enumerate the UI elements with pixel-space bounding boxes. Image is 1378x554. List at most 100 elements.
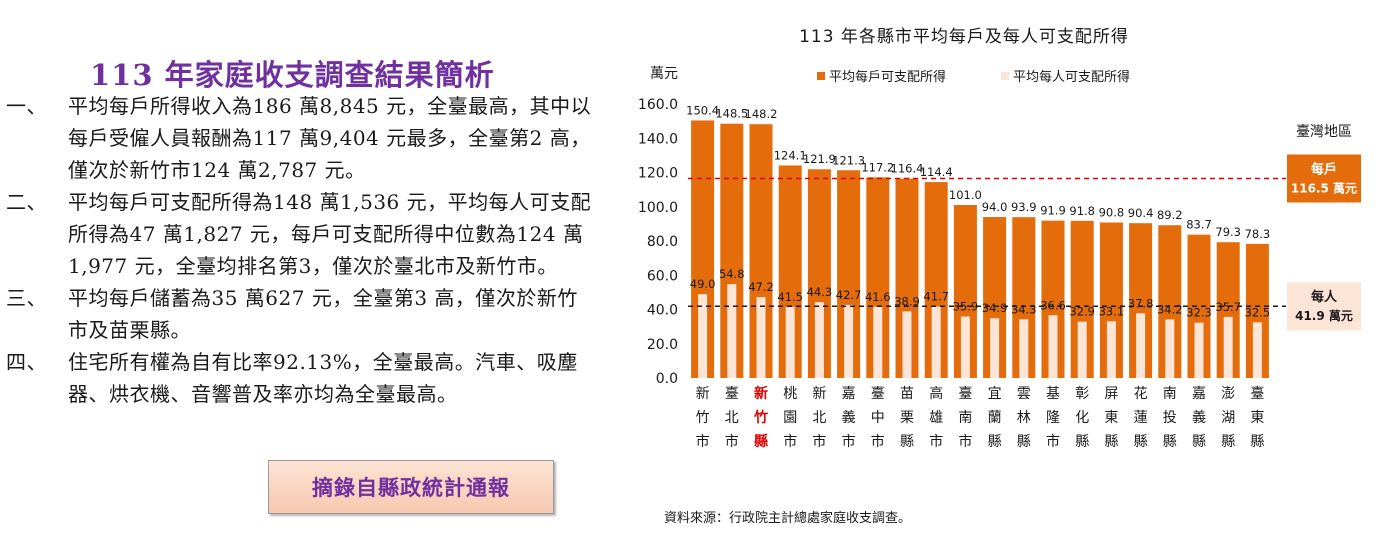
data-label-person: 34.3 (1011, 302, 1037, 316)
reference-label-box (1287, 154, 1361, 203)
x-tick-label: 屏東縣 (1104, 386, 1118, 450)
bar-person (756, 297, 766, 378)
summary-points: 一、 平均每戶所得收入為186 萬8,845 元，全臺最高，其中以每戶受僱人員報酬… (6, 90, 596, 410)
data-label-household: 91.8 (1069, 204, 1095, 218)
point-text: 平均每戶所得收入為186 萬8,845 元，全臺最高，其中以每戶受僱人員報酬為1… (68, 94, 592, 182)
bar-household (807, 169, 831, 378)
bar-household (1070, 220, 1094, 378)
data-label-household: 121.3 (832, 153, 865, 167)
source-note: 資料來源：行政院主計總處家庭收支調查。 (664, 510, 911, 526)
bar-household (837, 170, 861, 378)
bar-household (1129, 223, 1153, 378)
bar-household (1041, 220, 1065, 378)
source-button[interactable]: 摘錄自縣政統計通報 (268, 460, 554, 514)
data-label-household: 90.8 (1099, 206, 1125, 220)
data-label-household: 91.9 (1040, 204, 1066, 218)
x-tick-label: 嘉義縣 (1192, 386, 1206, 450)
y-tick-label: 160.0 (638, 97, 678, 113)
y-tick-label: 100.0 (638, 200, 678, 216)
bar-person (990, 318, 1000, 378)
data-label-household: 78.3 (1245, 227, 1271, 241)
bar-household (866, 177, 890, 378)
x-tick-label: 苗栗縣 (900, 386, 914, 450)
point-text: 住宅所有權為自有比率92.13%，全臺最高。汽車、吸塵器、烘衣機、音響普及率亦均… (68, 350, 578, 406)
bar-person (1223, 316, 1233, 378)
data-label-person: 41.5 (777, 290, 803, 304)
data-label-person: 54.8 (719, 267, 745, 281)
data-label-person: 49.0 (690, 277, 716, 291)
point-number: 四、 (6, 350, 47, 374)
bar-person (1136, 313, 1146, 378)
bar-person (1194, 322, 1204, 378)
x-tick-label: 臺中市 (871, 386, 885, 450)
bar-person (727, 284, 737, 378)
point-text: 平均每戶儲蓄為35 萬627 元，全臺第3 高，僅次於新竹市及苗栗縣。 (68, 286, 578, 342)
point-number: 二、 (6, 190, 47, 214)
data-label-household: 148.2 (745, 107, 778, 121)
data-label-person: 33.1 (1099, 304, 1125, 318)
bar-person (931, 306, 941, 378)
data-label-household: 94.0 (982, 200, 1008, 214)
bar-person (873, 306, 883, 378)
bar-person (960, 316, 970, 378)
bar-household (895, 178, 919, 378)
bar-household (720, 123, 744, 378)
x-tick-label: 基隆市 (1046, 385, 1060, 450)
bar-household (1245, 243, 1269, 378)
legend-swatch-household (817, 72, 825, 80)
data-label-household: 117.2 (861, 160, 894, 174)
bar-household (778, 165, 802, 378)
x-tick-label: 新竹市 (696, 386, 710, 450)
data-label-person: 34.9 (982, 301, 1008, 315)
bar-person (1165, 319, 1175, 378)
summary-point: 三、 平均每戶儲蓄為35 萬627 元，全臺第3 高，僅次於新竹市及苗栗縣。 (6, 282, 596, 346)
bar-household (983, 217, 1007, 378)
x-tick-label: 桃園市 (783, 386, 797, 450)
bar-household (1158, 225, 1182, 378)
y-tick-label: 0.0 (656, 371, 678, 387)
data-label-person: 35.9 (953, 300, 979, 314)
summary-point: 二、 平均每戶可支配所得為148 萬1,536 元，平均每人可支配所得為47 萬1… (6, 186, 596, 282)
x-tick-label: 花蓮縣 (1134, 386, 1148, 450)
bar-household (1216, 242, 1240, 378)
bar-household (1187, 234, 1211, 378)
x-tick-label: 宜蘭縣 (988, 386, 1002, 450)
data-label-person: 38.9 (894, 294, 920, 308)
bar-person (1252, 322, 1262, 378)
bar-household (1012, 217, 1036, 378)
bar-person (698, 294, 708, 378)
bar-person (844, 304, 854, 378)
x-tick-label: 澎湖縣 (1221, 386, 1235, 450)
point-text: 平均每戶可支配所得為148 萬1,536 元，平均每人可支配所得為47 萬1,8… (68, 190, 592, 278)
data-label-person: 35.7 (1215, 300, 1241, 314)
report-summary: 113 年家庭收支調查結果簡析 一、 平均每戶所得收入為186 萬8,845 元，… (0, 0, 600, 550)
data-label-person: 34.2 (1157, 302, 1183, 316)
data-label-household: 79.3 (1215, 225, 1241, 239)
legend-label-household: 平均每戶可支配所得 (829, 69, 946, 85)
y-tick-label: 20.0 (647, 337, 678, 353)
summary-point: 一、 平均每戶所得收入為186 萬8,845 元，全臺最高，其中以每戶受僱人員報酬… (6, 90, 596, 186)
y-tick-label: 80.0 (647, 234, 678, 250)
x-tick-label: 臺南市 (958, 386, 972, 450)
data-label-household: 83.7 (1186, 218, 1212, 232)
report-title: 113 年家庭收支調查結果簡析 (90, 58, 495, 92)
data-label-household: 116.4 (891, 162, 924, 176)
data-label-household: 124.1 (774, 148, 807, 162)
data-label-person: 41.6 (865, 290, 891, 304)
x-tick-label: 南投縣 (1163, 386, 1177, 450)
legend-swatch-person (1001, 72, 1009, 80)
bar-person (1019, 319, 1029, 378)
data-label-person: 41.7 (923, 290, 949, 304)
bar-household (953, 205, 977, 378)
chart-title: 113 年各縣市平均每戶及每人可支配所得 (799, 27, 1129, 47)
data-label-person: 32.5 (1245, 305, 1271, 319)
bar-household (924, 182, 948, 378)
data-label-person: 32.3 (1186, 306, 1212, 320)
bar-person (785, 306, 795, 378)
reference-label: 每人 (1311, 289, 1338, 305)
x-tick-label: 臺北市 (725, 386, 739, 450)
y-tick-label: 40.0 (647, 303, 678, 319)
data-label-household: 89.2 (1157, 208, 1183, 222)
y-tick-label: 140.0 (638, 131, 678, 147)
